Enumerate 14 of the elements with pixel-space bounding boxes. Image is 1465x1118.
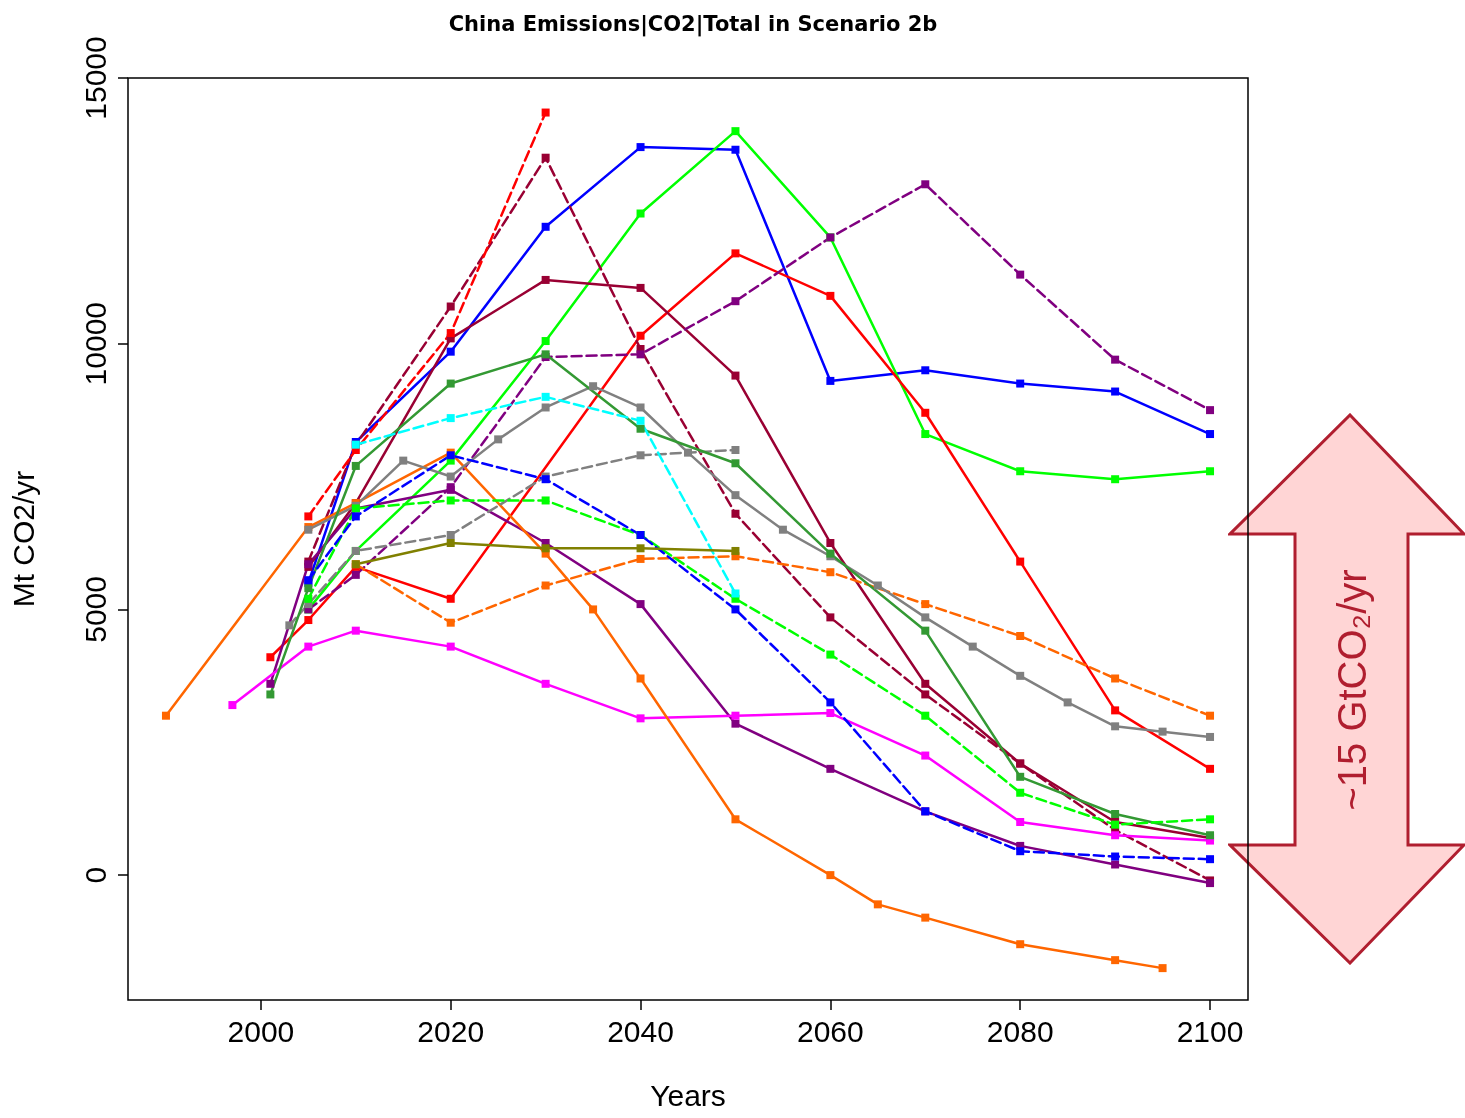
text: ~15 GtCO₂/yr bbox=[1330, 569, 1374, 811]
y-tick-label: 0 bbox=[78, 866, 112, 884]
x-axis-title: Years bbox=[650, 1078, 726, 1112]
y-tick-label: 15000 bbox=[78, 36, 112, 120]
x-tick-label: 2000 bbox=[227, 1014, 295, 1048]
x-tick-label: 2020 bbox=[417, 1014, 485, 1048]
y-axis-title: Mt CO2/yr bbox=[6, 470, 40, 608]
x-tick-label: 2060 bbox=[797, 1014, 864, 1048]
y-tick-label: 10000 bbox=[78, 301, 112, 386]
x-tick-label: 2100 bbox=[1176, 1014, 1244, 1048]
x-tick-label: 2040 bbox=[607, 1014, 674, 1048]
x-tick-label: 2080 bbox=[986, 1014, 1054, 1048]
chart-title: China Emissions|CO2|Total in Scenario 2b bbox=[448, 11, 938, 37]
y-tick-label: 5000 bbox=[78, 576, 112, 643]
